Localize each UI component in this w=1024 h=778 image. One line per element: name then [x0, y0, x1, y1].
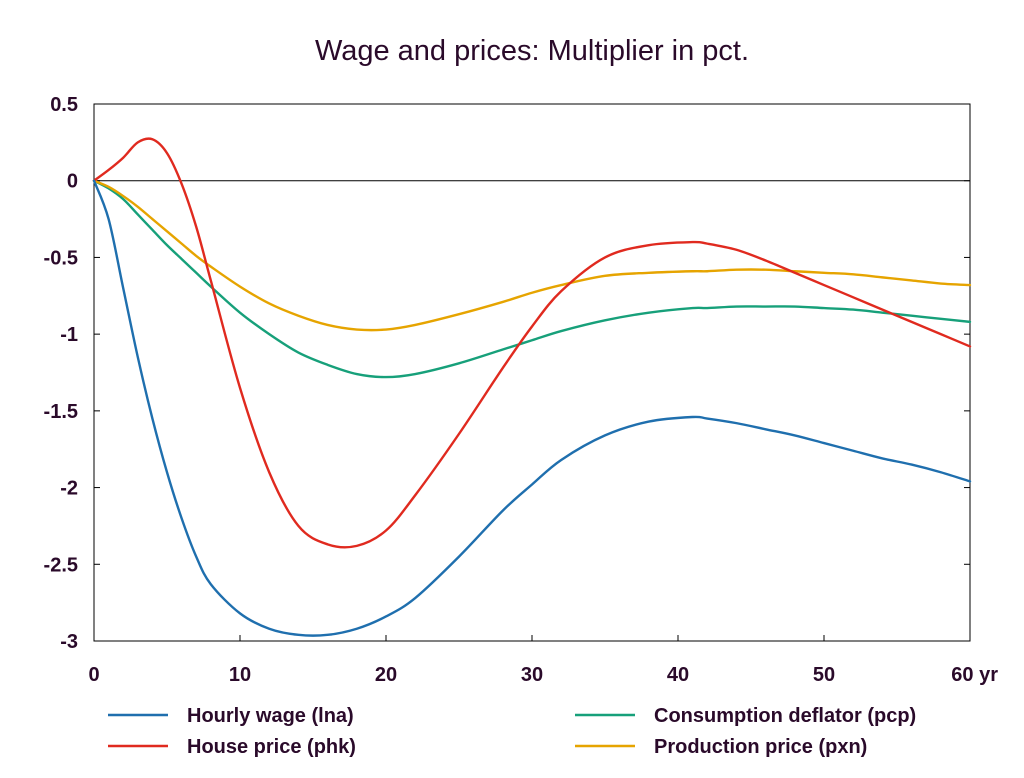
legend-label: Hourly wage (lna) — [187, 705, 354, 727]
y-tick-label: -3 — [60, 631, 78, 653]
x-tick-label: 0 — [88, 664, 99, 686]
series-line-3 — [92, 179, 972, 332]
series-line-1 — [92, 137, 972, 549]
y-tick-label: 0.5 — [50, 94, 78, 116]
series-line-0 — [92, 179, 972, 637]
x-tick-label: 10 — [229, 664, 251, 686]
legend-label: Consumption deflator (pcp) — [654, 705, 916, 727]
legend: Hourly wage (lna) House price (phk) Consum… — [108, 705, 916, 758]
x-tick-label: 40 — [667, 664, 689, 686]
y-tick-label: -0.5 — [44, 247, 78, 269]
y-tick-label: -1.5 — [44, 401, 78, 423]
plot-frame — [93, 103, 971, 642]
y-tick-label: -2.5 — [44, 554, 78, 576]
x-tick-label: 50 — [813, 664, 835, 686]
chart-title: Wage and prices: Multiplier in pct. — [315, 35, 749, 67]
series-line-2 — [92, 179, 972, 379]
y-axis: 0.5 0 -0.5 -1 -1.5 -2 -2.5 -3 — [44, 94, 970, 653]
y-tick-label: -1 — [60, 324, 78, 346]
x-tick-label: 30 — [521, 664, 543, 686]
legend-label: House price (phk) — [187, 736, 356, 758]
x-axis: 0 10 20 30 40 50 60 yr — [88, 635, 998, 686]
y-tick-label: 0 — [67, 171, 78, 193]
legend-label: Production price (pxn) — [654, 736, 867, 758]
x-tick-label: 60 yr — [951, 664, 998, 686]
y-tick-label: -2 — [60, 478, 78, 500]
series-lines — [92, 137, 972, 637]
x-tick-label: 20 — [375, 664, 397, 686]
